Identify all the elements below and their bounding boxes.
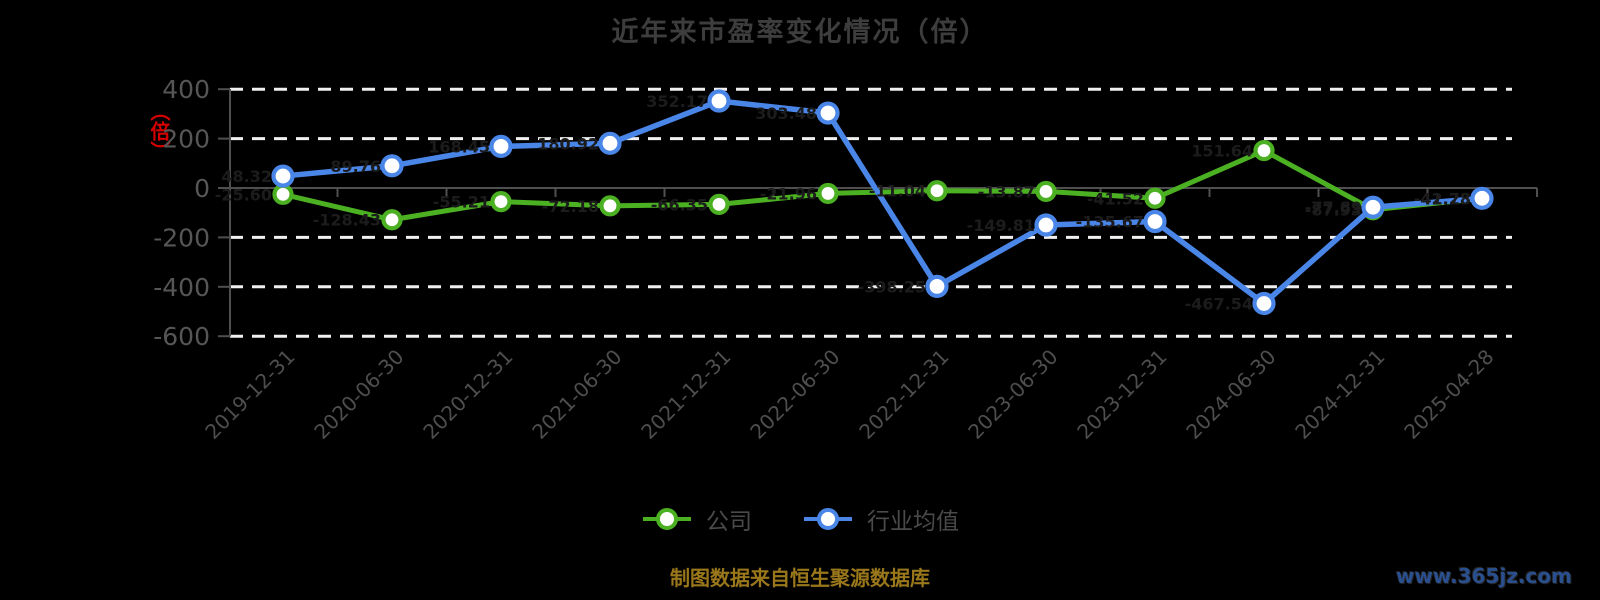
svg-text:-55.21: -55.21 (433, 193, 490, 212)
data-source-note: 制图数据来自恒生聚源数据库 (670, 566, 930, 590)
svg-text:2022-06-30: 2022-06-30 (745, 345, 844, 444)
svg-text:-11.04: -11.04 (869, 182, 926, 201)
svg-text:-41.52: -41.52 (1087, 189, 1144, 208)
svg-text:-149.81: -149.81 (967, 216, 1035, 235)
svg-text:2019-12-31: 2019-12-31 (200, 345, 299, 444)
svg-text:303.48: 303.48 (755, 104, 817, 123)
chart-title: 近年来市盈率变化情况（倍） (611, 17, 989, 48)
svg-text:2024-06-30: 2024-06-30 (1181, 345, 1280, 444)
svg-text:-467.54: -467.54 (1185, 294, 1253, 313)
svg-text:2022-12-31: 2022-12-31 (854, 345, 953, 444)
svg-text:2021-06-30: 2021-06-30 (527, 345, 626, 444)
svg-text:-66.35: -66.35 (651, 195, 708, 214)
svg-text:-135.67: -135.67 (1076, 213, 1144, 232)
svg-text:180.92: 180.92 (537, 134, 599, 153)
svg-text:-13.87: -13.87 (978, 182, 1035, 201)
svg-text:2025-04-28: 2025-04-28 (1399, 345, 1498, 444)
legend-item-industry-average[interactable]: 行业均值 (802, 502, 959, 536)
svg-text:-42.28: -42.28 (1414, 189, 1471, 208)
svg-text:-41.73: -41.73 (1414, 189, 1471, 208)
legend: 公司 行业均值 (0, 502, 1600, 536)
legend-item-company[interactable]: 公司 (641, 502, 752, 536)
svg-text:352.17: 352.17 (646, 92, 708, 111)
legend-marker-icon (643, 508, 691, 530)
svg-text:89.76: 89.76 (330, 157, 381, 176)
legend-label: 行业均值 (867, 509, 959, 535)
legend-marker-icon (804, 508, 852, 530)
svg-text:2021-12-31: 2021-12-31 (636, 345, 735, 444)
svg-text:2024-12-31: 2024-12-31 (1290, 345, 1389, 444)
svg-text:-77.89: -77.89 (1305, 198, 1362, 217)
legend-label: 公司 (706, 509, 752, 535)
svg-text:-128.43: -128.43 (313, 211, 381, 230)
svg-text:-200: -200 (153, 223, 210, 252)
svg-text:-400: -400 (153, 273, 210, 302)
svg-text:-398.25: -398.25 (858, 277, 926, 296)
svg-text:0: 0 (194, 174, 210, 203)
svg-text:168.45: 168.45 (428, 137, 490, 156)
svg-text:151.64: 151.64 (1191, 142, 1253, 161)
svg-text:2023-06-30: 2023-06-30 (963, 345, 1062, 444)
svg-text:-87.93: -87.93 (1305, 201, 1362, 220)
svg-text:200: 200 (162, 125, 210, 154)
watermark-link[interactable]: www.365jz.com (1395, 564, 1572, 588)
svg-text:2020-06-30: 2020-06-30 (309, 345, 408, 444)
svg-text:2023-12-31: 2023-12-31 (1072, 345, 1171, 444)
y-axis-unit-label: （倍） (147, 101, 171, 161)
svg-text:2020-12-31: 2020-12-31 (418, 345, 517, 444)
svg-text:-600: -600 (153, 322, 210, 351)
svg-text:-21.96: -21.96 (760, 184, 817, 203)
svg-text:400: 400 (162, 75, 210, 104)
svg-text:-25.60: -25.60 (215, 185, 272, 204)
svg-text:48.32: 48.32 (221, 167, 272, 186)
svg-text:-72.18: -72.18 (542, 197, 599, 216)
